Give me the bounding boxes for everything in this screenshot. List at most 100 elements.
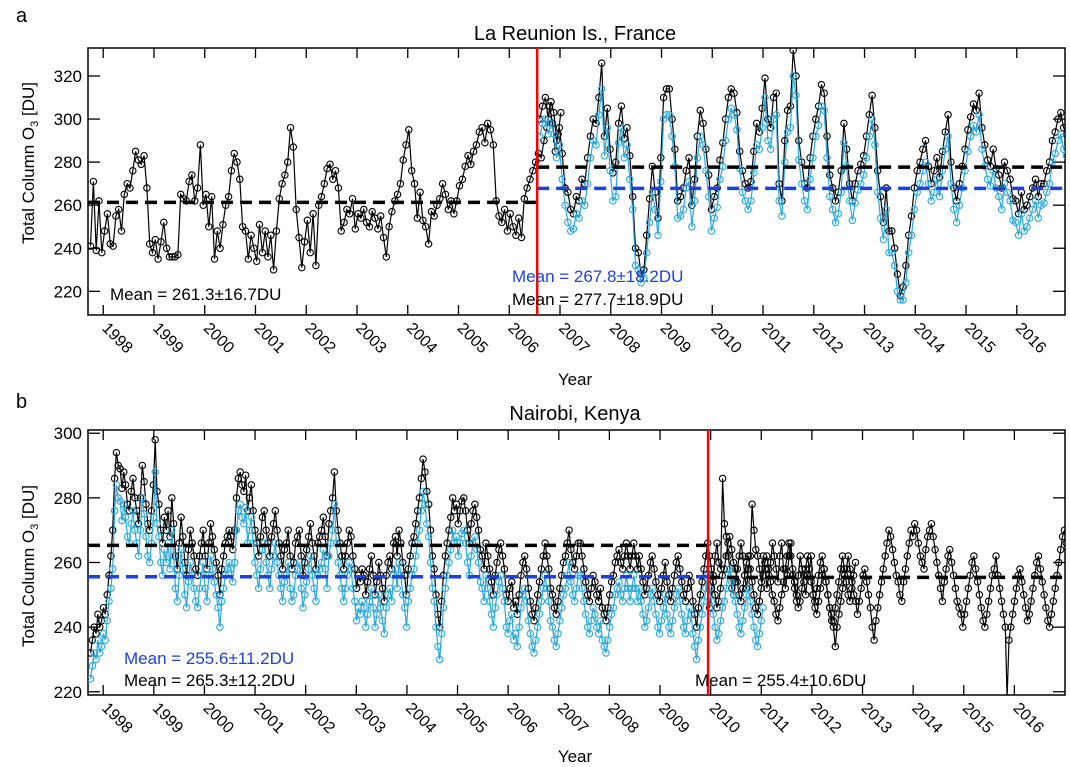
data-point: [607, 610, 616, 618]
data-point: [99, 629, 108, 638]
data-point: [555, 141, 564, 149]
data-point: [591, 578, 599, 586]
data-point: [823, 154, 831, 162]
data-point: [964, 126, 972, 134]
data-point: [143, 184, 151, 192]
data-point: [249, 507, 257, 515]
data-point: [995, 192, 1003, 201]
data-point: [959, 623, 967, 631]
data-point: [589, 603, 597, 612]
data-point: [981, 623, 989, 631]
panel-a-ylabel: Total Column O3 [DU]: [19, 82, 41, 244]
data-point: [615, 578, 623, 586]
data-point: [463, 558, 472, 567]
data-point: [219, 552, 228, 560]
data-point: [602, 616, 610, 625]
data-point: [597, 59, 606, 67]
data-point: [121, 513, 130, 522]
data-point: [193, 603, 202, 612]
data-point: [682, 166, 690, 175]
data-point: [921, 136, 930, 145]
data-point: [798, 565, 806, 573]
x-tick-label: 2012: [809, 320, 846, 357]
data-point: [831, 197, 840, 205]
panel-a-letter: a: [16, 5, 28, 27]
data-point: [740, 571, 749, 580]
data-point: [904, 248, 913, 257]
data-point: [750, 169, 758, 177]
data-point: [744, 552, 753, 560]
data-point: [846, 565, 854, 573]
data-point: [421, 468, 429, 476]
data-point: [269, 519, 278, 528]
data-point: [186, 526, 195, 534]
data-point: [848, 216, 857, 225]
data-point: [893, 287, 902, 296]
data-point: [735, 552, 743, 560]
data-point: [110, 507, 119, 515]
data-point: [225, 558, 233, 567]
data-point: [547, 98, 555, 106]
data-point: [731, 597, 740, 606]
data-point: [541, 93, 550, 102]
data-point: [893, 270, 902, 278]
data-point: [655, 629, 664, 638]
data-point: [151, 435, 159, 444]
data-point: [631, 584, 640, 593]
data-point: [612, 158, 620, 166]
data-point: [750, 591, 758, 599]
data-point: [1034, 552, 1043, 560]
y-tick-label: 220: [54, 282, 82, 301]
data-point: [952, 218, 961, 227]
data-point: [933, 154, 941, 162]
y-tick-label: 320: [54, 67, 82, 86]
data-point: [933, 175, 941, 184]
data-point: [693, 154, 702, 162]
data-point: [741, 197, 750, 205]
data-point: [811, 603, 819, 612]
data-point: [631, 552, 640, 560]
data-point: [540, 136, 548, 145]
data-point: [907, 231, 916, 240]
data-point: [670, 603, 679, 612]
data-point: [103, 210, 112, 218]
data-point: [482, 539, 490, 547]
data-point: [489, 141, 498, 149]
data-point: [990, 565, 998, 573]
data-point: [787, 539, 795, 547]
x-tick-label: 2010: [706, 700, 743, 737]
data-point: [792, 597, 801, 606]
data-point: [421, 222, 430, 231]
data-point: [362, 591, 370, 599]
data-point: [578, 552, 586, 560]
data-point: [966, 113, 975, 121]
data-point: [452, 532, 461, 541]
x-tick-label: 2001: [250, 700, 287, 737]
data-point: [890, 261, 899, 270]
data-point: [816, 584, 825, 593]
data-point: [763, 584, 771, 593]
data-point: [964, 584, 973, 593]
data-point: [892, 571, 901, 580]
data-point: [417, 474, 426, 483]
data-point: [883, 539, 891, 547]
data-point: [312, 261, 320, 270]
data-point: [154, 255, 162, 263]
data-point: [399, 156, 407, 164]
data-point: [838, 584, 847, 593]
data-point: [807, 552, 816, 560]
data-point: [379, 233, 388, 242]
data-point: [295, 233, 303, 242]
data-point: [550, 108, 558, 117]
x-tick-label: 1999: [149, 700, 186, 737]
data-point: [515, 623, 523, 631]
data-point: [781, 136, 789, 145]
data-point: [748, 610, 756, 618]
data-point: [498, 584, 507, 593]
data-point: [205, 222, 213, 231]
data-point: [581, 578, 590, 586]
data-point: [729, 558, 738, 567]
data-point: [624, 584, 632, 593]
data-point: [208, 532, 217, 541]
data-point: [964, 147, 972, 156]
